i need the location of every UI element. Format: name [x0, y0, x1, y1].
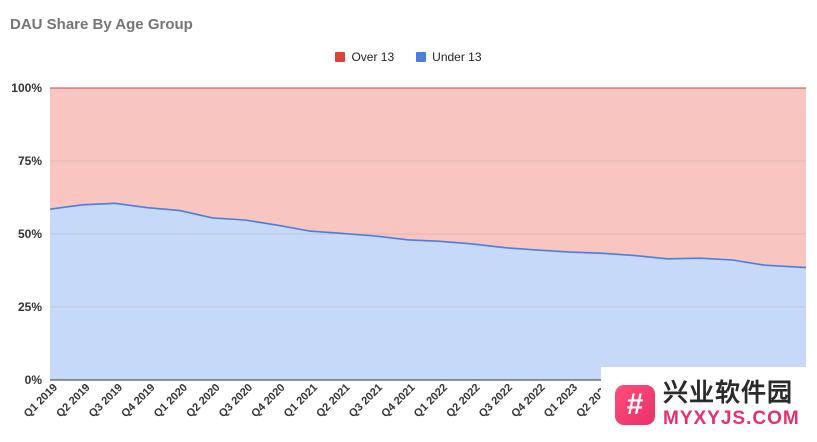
legend-label-over-13: Over 13 — [351, 50, 395, 64]
y-tick-label: 75% — [18, 154, 42, 168]
y-tick-label: 25% — [18, 300, 42, 314]
x-tick-label: Q3 2019 — [87, 382, 125, 420]
chart-title: DAU Share By Age Group — [10, 16, 193, 33]
x-tick-label: Q4 2019 — [119, 382, 157, 420]
x-tick-label: Q2 2020 — [184, 382, 222, 420]
y-tick-label: 100% — [11, 81, 42, 95]
legend-item-under-13[interactable]: Under 13 — [416, 50, 482, 64]
hash-logo-icon: # — [615, 384, 655, 425]
legend-label-under-13: Under 13 — [432, 50, 482, 64]
x-tick-label: Q1 2022 — [412, 382, 450, 420]
x-tick-label: Q2 2022 — [444, 382, 482, 420]
x-tick-label: Q2 2019 — [54, 382, 92, 420]
x-tick-label: Q1 2023 — [542, 382, 580, 420]
legend-swatch-under-13 — [416, 52, 427, 62]
x-tick-label: Q4 2021 — [379, 382, 417, 420]
y-tick-label: 50% — [18, 227, 42, 241]
x-tick-label: Q1 2020 — [152, 382, 190, 420]
watermark-text-cn: 兴业软件园 — [663, 379, 794, 407]
chart-legend: Over 13 Under 13 — [0, 50, 817, 64]
legend-swatch-over-13 — [335, 52, 346, 62]
x-tick-label: Q3 2022 — [477, 382, 515, 420]
x-tick-label: Q4 2020 — [249, 382, 287, 420]
watermark: # 兴业软件园 MYXYJS.COM — [601, 367, 817, 442]
watermark-text-en: MYXYJS.COM — [663, 408, 800, 429]
line-under-13 — [49, 202, 807, 269]
x-tick-label: Q1 2019 — [22, 382, 60, 420]
x-tick-label: Q4 2022 — [509, 382, 547, 420]
legend-item-over-13[interactable]: Over 13 — [335, 50, 394, 64]
area-over-13 — [50, 88, 806, 268]
y-tick-label: 0% — [25, 373, 43, 387]
area-under-13 — [50, 203, 806, 380]
x-tick-label: Q1 2021 — [282, 382, 320, 420]
x-tick-label: Q2 2021 — [314, 382, 352, 420]
x-tick-label: Q3 2021 — [347, 382, 385, 420]
x-tick-label: Q3 2020 — [217, 382, 255, 420]
